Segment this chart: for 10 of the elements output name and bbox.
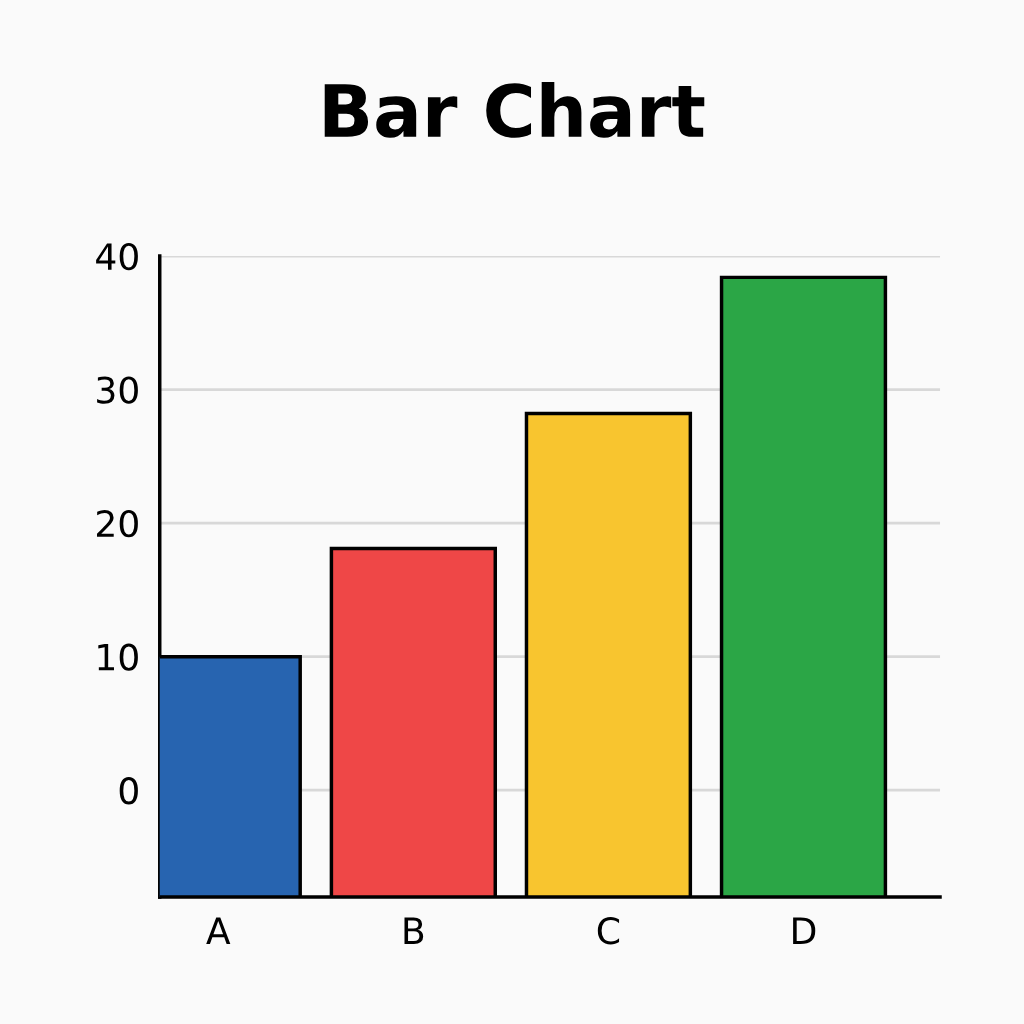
y-tick-label: 40 (96, 242, 138, 271)
x-tick-label: D (793, 917, 816, 944)
x-tick-label: B (404, 917, 424, 944)
y-tick-label: 30 (97, 376, 138, 404)
y-tick-label: 10 (98, 643, 138, 671)
x-tick-label: A (206, 917, 231, 944)
chart-title: Bar Chart (324, 81, 705, 138)
x-tick-label: C (597, 917, 620, 945)
y-tick-label: 0 (119, 777, 138, 805)
y-tick-label: 20 (96, 510, 138, 538)
